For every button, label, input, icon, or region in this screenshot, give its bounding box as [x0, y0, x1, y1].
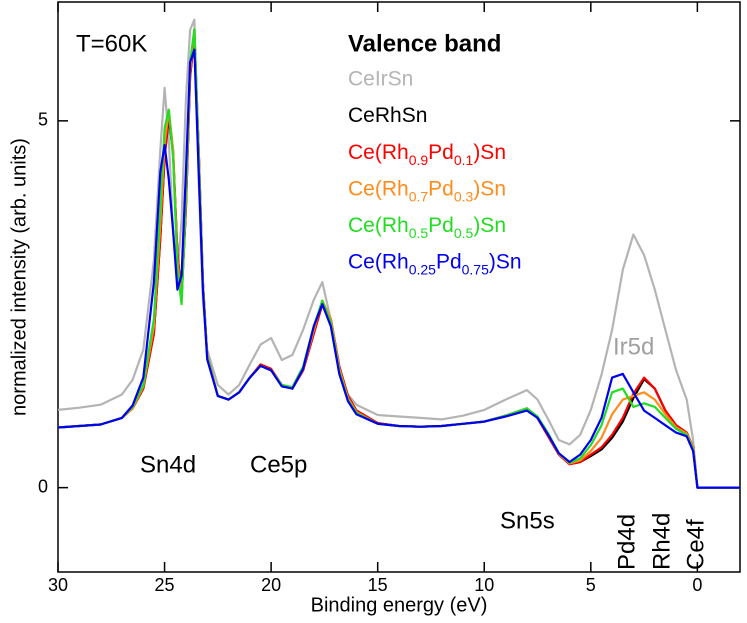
- subscript: 0.25: [409, 261, 436, 277]
- text-part: )Sn: [473, 141, 506, 164]
- annotation: Sn5s: [500, 507, 555, 534]
- subscript: 0.5: [454, 225, 474, 241]
- annotation: Sn4d: [140, 451, 196, 478]
- subscript: 0.7: [409, 188, 429, 204]
- annotation: Ce5p: [250, 451, 307, 478]
- subscript: 0.3: [454, 188, 474, 204]
- text-part: Pd: [428, 177, 454, 200]
- subscript: 0.75: [462, 261, 489, 277]
- y-tick-label: 0: [38, 476, 48, 496]
- annotation: Ir5d: [613, 333, 654, 360]
- annotation: Ce4f: [682, 519, 709, 570]
- x-tick-label: 25: [155, 575, 175, 595]
- annotation: T=60K: [76, 30, 147, 57]
- x-tick-label: 30: [48, 575, 68, 595]
- legend-entry: Ce(Rh0.9Pd0.1)Sn: [348, 141, 506, 168]
- x-tick-label: 15: [368, 575, 388, 595]
- x-tick-label: 20: [261, 575, 281, 595]
- legend-title: Valence band: [348, 30, 501, 57]
- text-part: Ce(Rh: [348, 250, 409, 273]
- text-part: Pd: [428, 141, 454, 164]
- legend-entry: Ce(Rh0.5Pd0.5)Sn: [348, 214, 506, 241]
- text-part: Ce(Rh: [348, 214, 409, 237]
- plot-area: [57, 1, 741, 573]
- legend-entry: CeIrSn: [348, 68, 413, 91]
- y-tick-label: 5: [38, 110, 48, 130]
- x-tick-label: 10: [474, 575, 494, 595]
- text-part: )Sn: [489, 250, 522, 273]
- subscript: 0.5: [409, 225, 429, 241]
- subscript: 0.1: [454, 152, 474, 168]
- x-tick-label: 0: [692, 575, 702, 595]
- y-axis-label: normalized intensity (arb. units): [8, 138, 30, 416]
- annotation: Pd4d: [613, 514, 640, 570]
- legend-entry: Ce(Rh0.25Pd0.75)Sn: [348, 250, 522, 277]
- text-part: Pd: [436, 250, 462, 273]
- subscript: 0.9: [409, 152, 429, 168]
- text-part: Ce(Rh: [348, 141, 409, 164]
- text-part: Ce(Rh: [348, 177, 409, 200]
- x-axis-label: Binding energy (eV): [311, 594, 488, 616]
- series-line: [57, 48, 740, 489]
- legend-entry: Ce(Rh0.7Pd0.3)Sn: [348, 177, 506, 204]
- x-tick-label: 5: [586, 575, 596, 595]
- text-part: )Sn: [473, 177, 506, 200]
- annotation: Rh4d: [648, 513, 675, 570]
- legend-entry: CeRhSn: [348, 104, 427, 127]
- text-part: )Sn: [473, 214, 506, 237]
- text-part: Pd: [428, 214, 454, 237]
